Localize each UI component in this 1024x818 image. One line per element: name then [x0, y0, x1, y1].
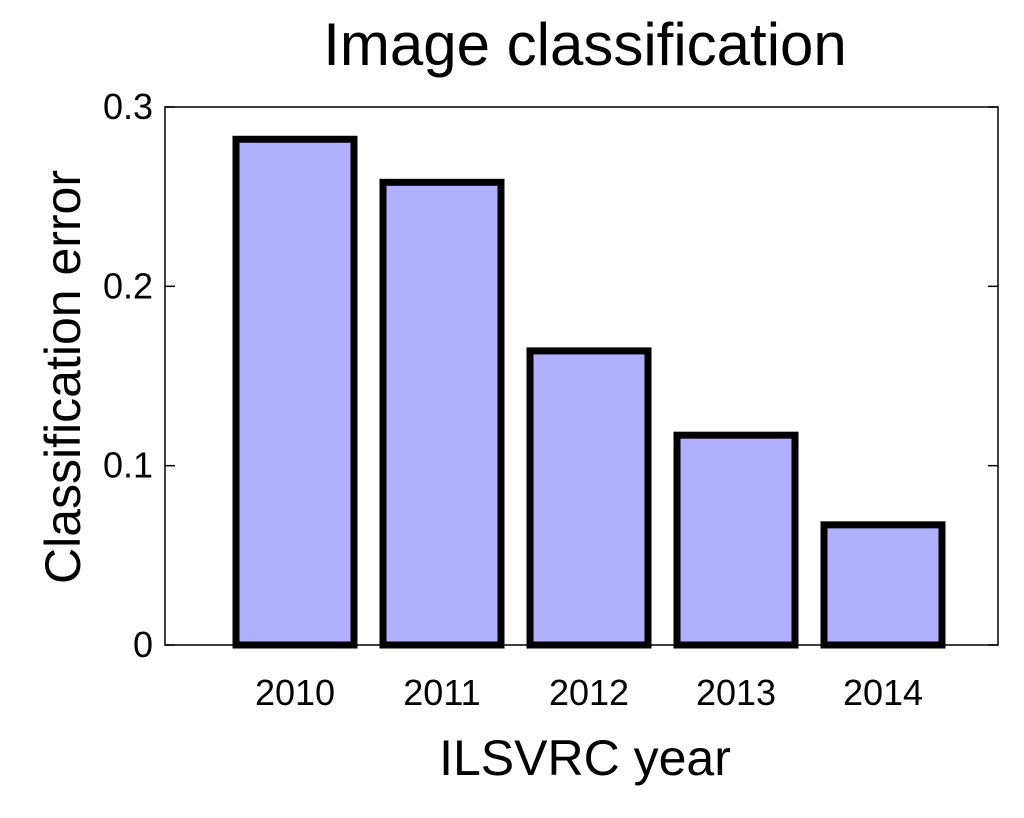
x-tick-label-2014: 2014 — [843, 672, 923, 713]
x-tick-label-2011: 2011 — [403, 672, 480, 713]
plot-frame — [164, 106, 999, 646]
x-tick-label-2012: 2012 — [549, 672, 629, 713]
chart-title: Image classification — [323, 11, 847, 78]
bar-2014 — [820, 521, 946, 649]
bar-2010 — [232, 135, 358, 649]
x-tick-label-2010: 2010 — [255, 672, 335, 713]
bar-2012 — [526, 347, 652, 649]
bar-2013 — [673, 431, 799, 649]
y-axis-label: Classification error — [35, 170, 91, 584]
plot-area: 2010 2011 2012 2013 2014 0 0.1 0.2 0.3 — [103, 86, 999, 713]
y-tick-label-2: 0.2 — [103, 265, 153, 306]
y-tick-label-0: 0 — [133, 624, 153, 665]
x-axis-label: ILSVRC year — [439, 730, 731, 786]
y-tick-label-3: 0.3 — [103, 86, 153, 127]
x-tick-label-2013: 2013 — [696, 672, 776, 713]
bar-2011 — [379, 178, 505, 649]
y-tick-label-1: 0.1 — [103, 445, 153, 486]
